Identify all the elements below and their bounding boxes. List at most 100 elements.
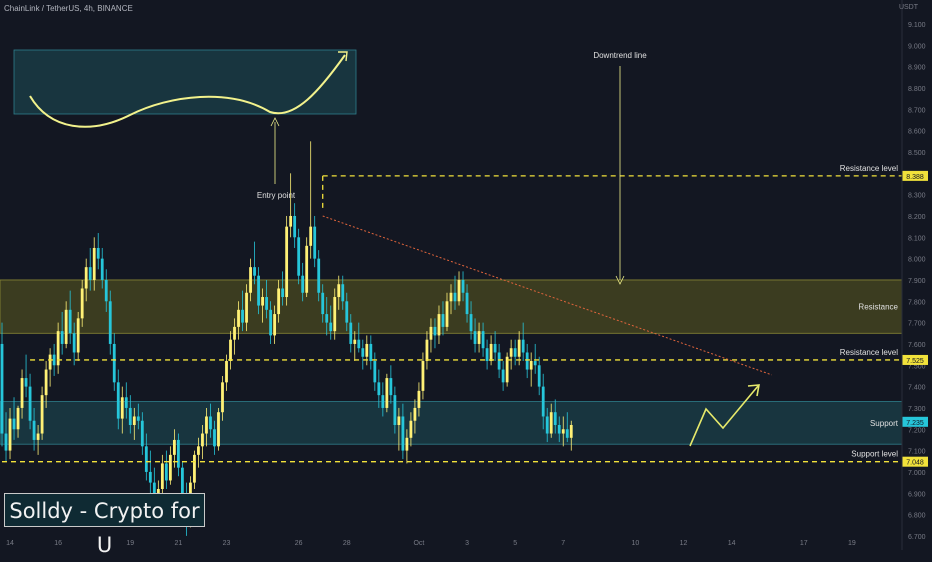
candle <box>365 335 369 366</box>
candle <box>261 288 264 323</box>
candle-body <box>493 343 497 353</box>
candle <box>281 271 285 306</box>
candle <box>52 343 56 376</box>
candle <box>461 271 465 302</box>
y-tick-label: 8.000 <box>908 257 926 264</box>
candle-body <box>148 471 152 483</box>
candle <box>489 335 493 366</box>
candle-body <box>76 318 80 353</box>
entry-pointer-head <box>270 117 280 127</box>
y-tick-label: 8.500 <box>908 150 926 157</box>
candle-body <box>405 437 409 451</box>
candle <box>201 425 204 460</box>
x-tick-label: 14 <box>728 540 736 547</box>
candle <box>493 331 497 362</box>
candle <box>8 407 12 460</box>
candle <box>28 373 32 430</box>
candle-body <box>265 297 268 310</box>
candle <box>549 403 553 438</box>
candle <box>481 322 485 357</box>
candle-body <box>481 331 485 349</box>
price-chart[interactable]: 9.1009.0008.9008.8008.7008.6008.5008.400… <box>0 0 932 550</box>
candle-body <box>317 258 321 293</box>
candle <box>20 369 24 419</box>
candle <box>68 290 72 344</box>
candle <box>473 318 477 353</box>
candle <box>533 343 537 374</box>
level-badge: 7.525 <box>906 358 924 365</box>
candle-body <box>144 446 148 472</box>
candle <box>545 407 549 443</box>
x-tick-label: 19 <box>848 540 856 547</box>
candle-body <box>257 275 260 306</box>
candle <box>253 241 256 285</box>
candle-body <box>32 420 36 440</box>
level-badge-bg <box>902 456 928 467</box>
candle-body <box>197 446 200 455</box>
candle <box>40 386 44 440</box>
candle <box>209 403 212 438</box>
candle-body <box>116 382 120 419</box>
candle-body <box>44 369 48 396</box>
candle <box>277 279 281 323</box>
candle-body <box>345 301 349 323</box>
projection-arrowhead <box>747 384 760 397</box>
candle <box>445 292 449 332</box>
candle <box>168 446 172 485</box>
candle-body <box>285 226 289 298</box>
candle-body <box>92 247 96 280</box>
candle-body <box>16 407 20 430</box>
candle-body <box>253 267 256 276</box>
y-tick-label: 9.000 <box>908 43 926 50</box>
y-tick-label: 8.600 <box>908 129 926 136</box>
candle <box>4 412 8 462</box>
candle-body <box>357 339 361 349</box>
candle <box>441 301 445 336</box>
candle <box>529 352 533 387</box>
candle <box>329 305 333 340</box>
candle <box>273 305 277 344</box>
y-tick-label: 6.900 <box>908 491 926 498</box>
candle-body <box>160 463 164 489</box>
y-tick-label: 7.400 <box>908 385 926 392</box>
candle <box>393 386 397 434</box>
candle-body <box>501 369 505 383</box>
candle-body <box>8 418 12 451</box>
support-zone-label: Support <box>870 419 899 428</box>
y-tick-label: 7.000 <box>908 470 926 477</box>
candle-body <box>112 343 116 383</box>
candle-body <box>433 326 437 336</box>
candle-body <box>529 361 533 370</box>
candle-body <box>505 356 509 383</box>
candle-body <box>393 395 397 426</box>
candle-body <box>12 418 16 430</box>
candle-body <box>477 331 481 344</box>
candle <box>132 407 136 440</box>
candle-body <box>297 237 301 276</box>
candle-body <box>485 348 489 362</box>
y-tick-label: 8.200 <box>908 214 926 221</box>
y-tick-label: 7.600 <box>908 342 926 349</box>
candle-body <box>313 226 317 259</box>
candle <box>176 433 180 477</box>
candle-body <box>557 425 561 434</box>
candle-body <box>333 297 337 332</box>
candle-body <box>437 314 441 336</box>
candle <box>217 407 220 451</box>
candle-body <box>293 215 297 238</box>
candle <box>88 247 92 291</box>
level-badge-bg <box>902 354 928 365</box>
candle-body <box>337 284 341 298</box>
x-tick-label: 5 <box>513 540 517 547</box>
candle <box>385 373 389 413</box>
candle <box>369 335 373 370</box>
candle-body <box>245 292 248 323</box>
level-label: Resistance level <box>840 348 898 357</box>
candle-body <box>401 416 405 451</box>
candle <box>541 373 545 430</box>
candle-body <box>20 378 24 408</box>
downtrend-label: Downtrend line <box>593 51 647 60</box>
entry-point-label: Entry point <box>257 191 296 200</box>
candle-body <box>140 420 144 447</box>
y-tick-label: 8.900 <box>908 65 926 72</box>
